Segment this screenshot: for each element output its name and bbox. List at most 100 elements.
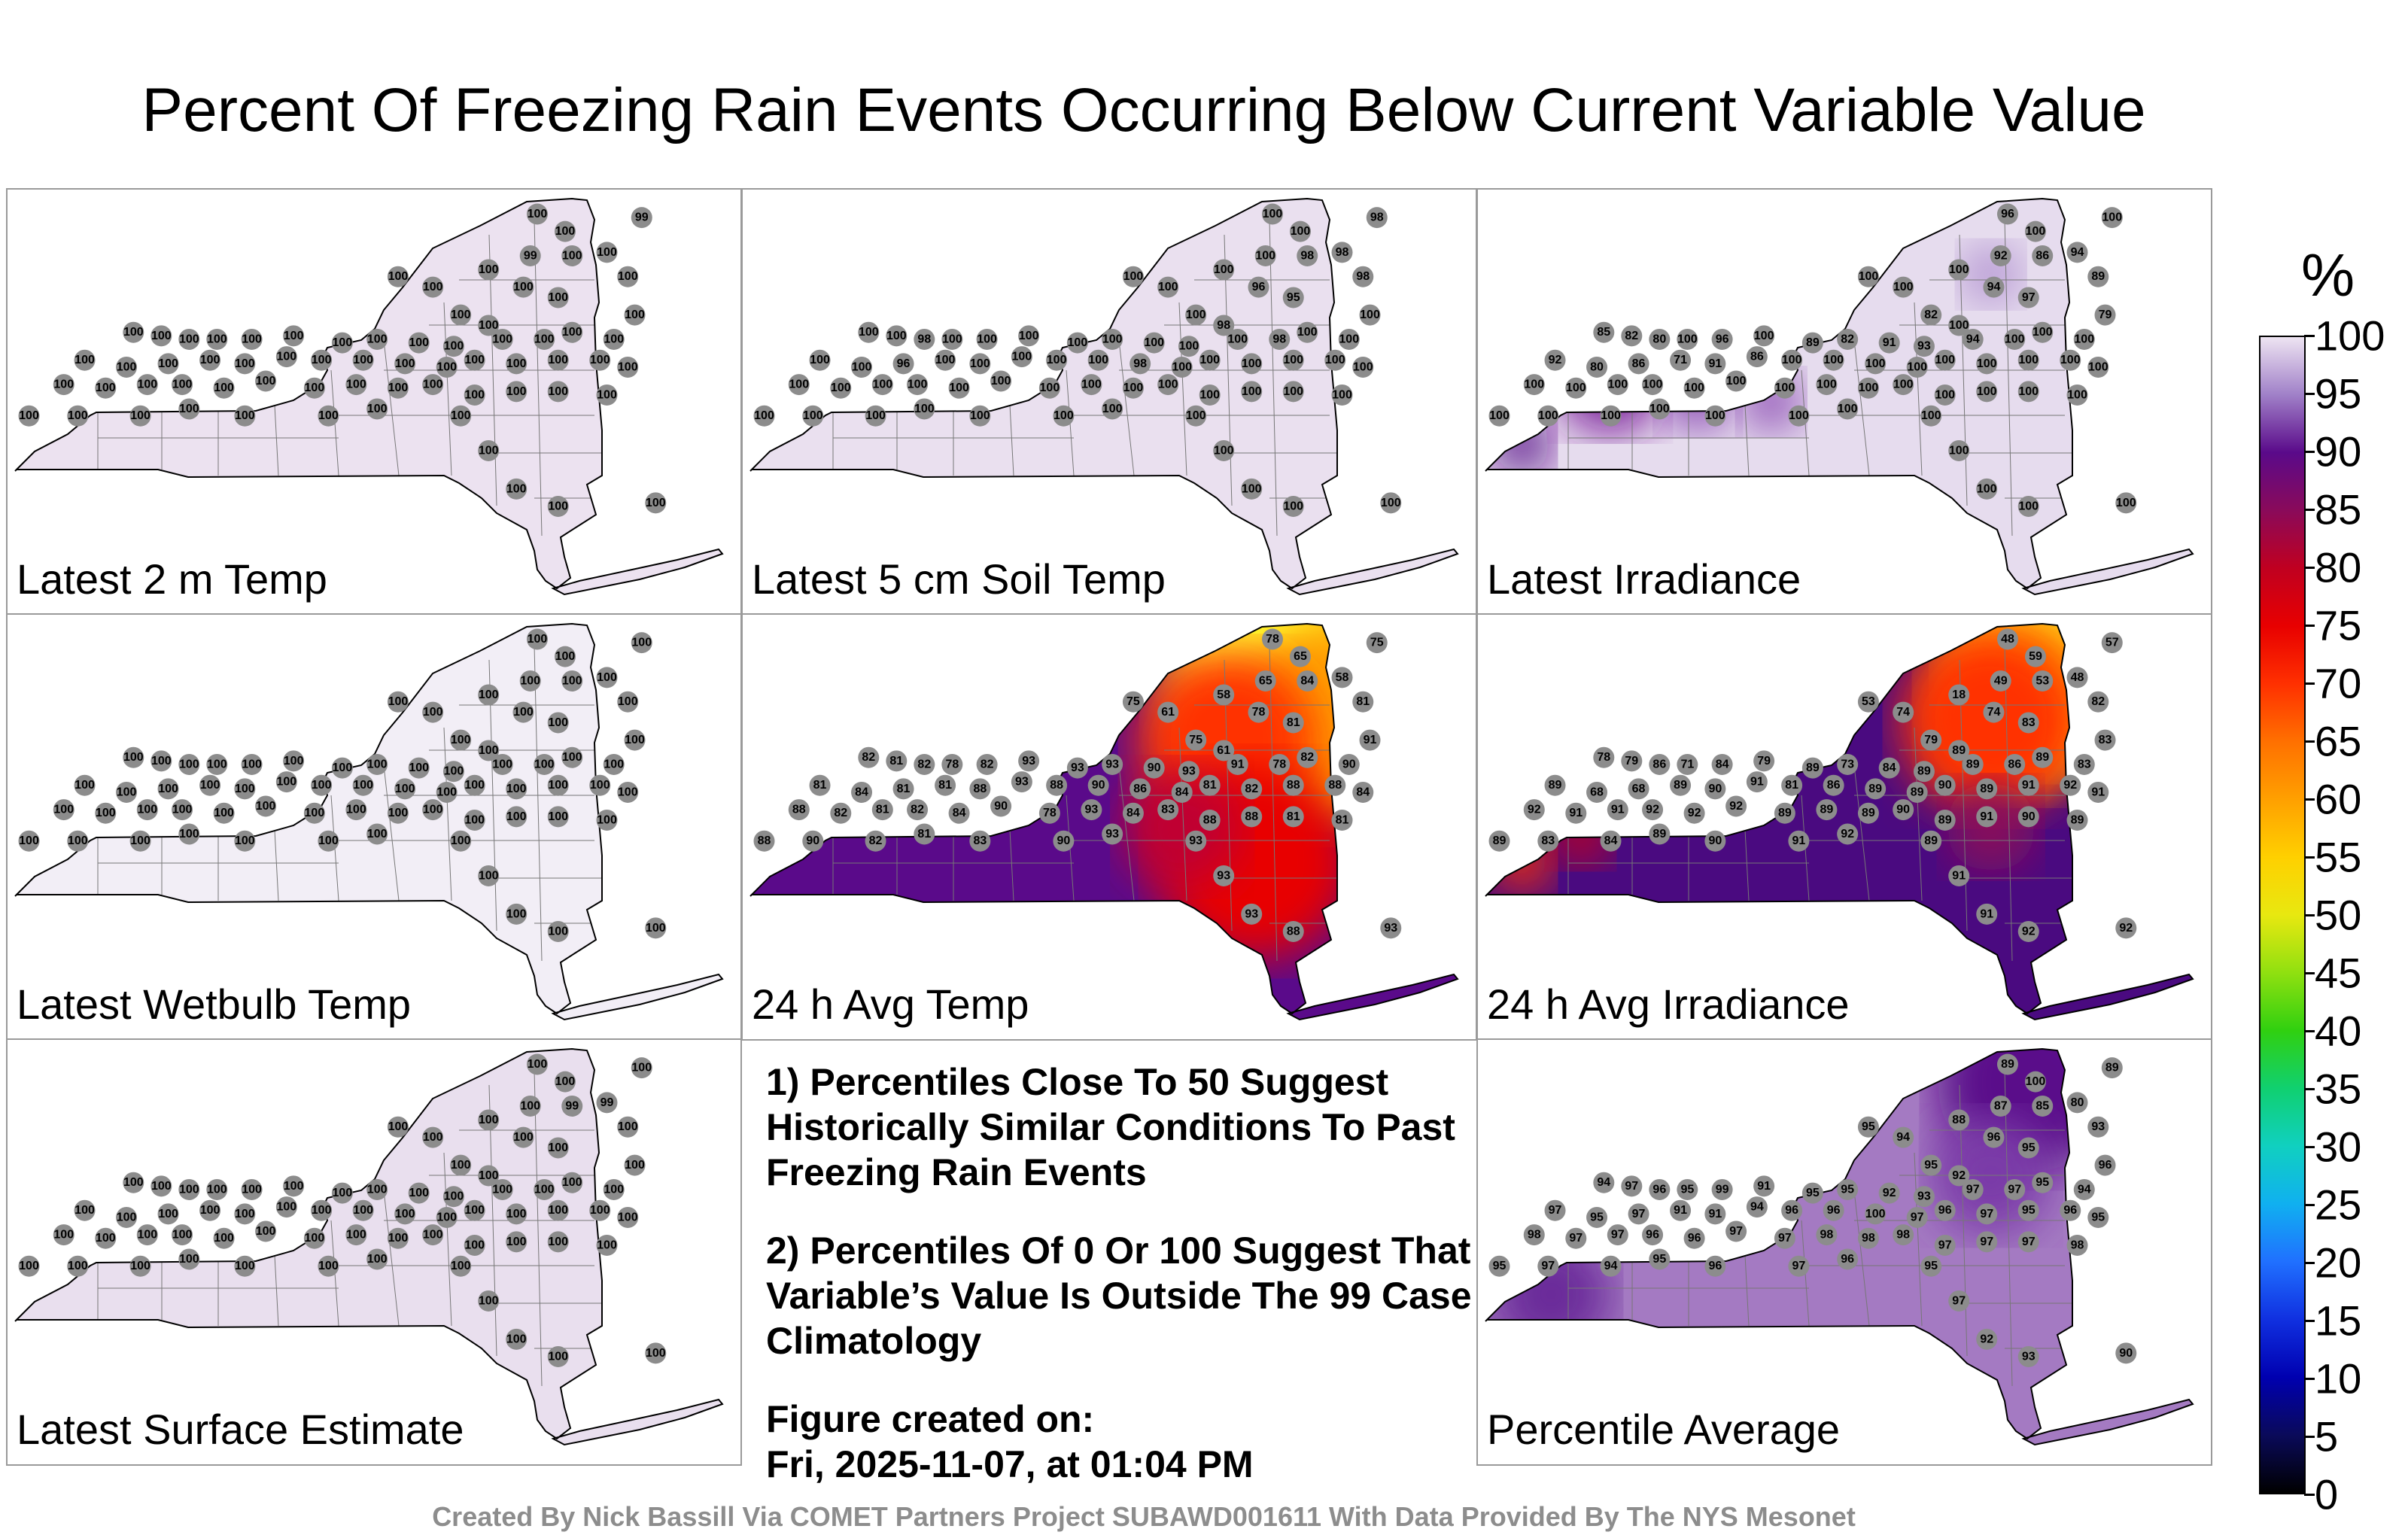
station-dot — [1976, 381, 1998, 403]
station-dot — [1837, 753, 1859, 775]
station-dot — [753, 830, 775, 852]
station-marker: 78 — [1261, 628, 1283, 650]
station-dot — [1607, 374, 1628, 396]
station-marker: 100 — [478, 684, 500, 706]
station-dot — [2087, 266, 2109, 287]
station-marker: 100 — [464, 809, 485, 831]
station-dot — [589, 774, 611, 796]
station-marker: 98 — [1816, 1224, 1838, 1246]
station-marker: 91 — [1753, 1175, 1775, 1197]
station-marker: 100 — [136, 799, 158, 821]
station-dot — [788, 799, 810, 821]
station-marker: 100 — [596, 384, 618, 406]
station-value: 93 — [2022, 1350, 2036, 1363]
station-marker: 100 — [387, 691, 409, 713]
station-value: 75 — [1189, 734, 1202, 746]
station-dot — [1906, 781, 1928, 803]
colorbar-tick-0: 0 — [2315, 1470, 2339, 1518]
station-marker: 99 — [1711, 1178, 1733, 1200]
station-value: 100 — [604, 333, 624, 345]
station-marker: 100 — [547, 774, 569, 796]
station-marker: 100 — [1087, 349, 1109, 371]
station-marker: 79 — [2094, 304, 2116, 326]
station-value: 100 — [200, 354, 220, 366]
station-marker: 81 — [886, 750, 908, 772]
station-marker: 100 — [1241, 381, 1263, 403]
station-dot — [1213, 684, 1235, 706]
station-dot — [1157, 701, 1179, 723]
station-marker: 81 — [1282, 712, 1304, 734]
station-value: 100 — [520, 1099, 540, 1112]
station-value: 100 — [1859, 381, 1879, 394]
station-dot — [969, 778, 991, 800]
station-marker: 99 — [631, 207, 652, 229]
station-marker: 100 — [387, 1116, 409, 1138]
station-marker: 100 — [136, 1224, 158, 1246]
station-marker: 100 — [1774, 377, 1795, 399]
station-marker: 100 — [283, 1175, 305, 1197]
station-value: 100 — [409, 1187, 429, 1199]
station-value: 93 — [1189, 834, 1202, 847]
station-dot — [95, 377, 117, 399]
station-value: 92 — [1528, 804, 1541, 816]
station-marker: 79 — [1753, 750, 1775, 772]
station-value: 100 — [1601, 409, 1621, 422]
station-value: 92 — [2119, 922, 2133, 935]
station-marker: 100 — [450, 405, 472, 427]
station-dot — [129, 1255, 151, 1277]
colorbar-tick-20: 20 — [2315, 1239, 2362, 1287]
station-dot — [1157, 799, 1179, 821]
station-value: 100 — [68, 1260, 88, 1272]
station-dot — [1282, 381, 1304, 403]
station-marker: 100 — [172, 799, 193, 821]
station-dot — [1241, 381, 1263, 403]
station-dot — [478, 740, 500, 761]
station-dot — [422, 374, 444, 396]
station-marker: 100 — [547, 1137, 569, 1159]
station-marker: 100 — [408, 332, 430, 354]
station-value: 100 — [520, 674, 540, 687]
station-value: 100 — [631, 637, 652, 649]
station-value: 89 — [1862, 807, 1875, 819]
station-marker: 100 — [519, 670, 541, 692]
station-value: 100 — [74, 354, 95, 366]
panel-irradiance: 96 100 100 92 86 94 100 89 100 100 94 97 82 100 85 82 80… — [1476, 188, 2212, 616]
station-dot — [1261, 203, 1283, 225]
station-marker: 96 — [1781, 1199, 1803, 1221]
station-marker: 93 — [2087, 1116, 2109, 1138]
station-marker: 98 — [1352, 266, 1374, 287]
station-value: 90 — [1092, 779, 1105, 792]
station-dot — [969, 353, 991, 375]
station-dot — [157, 353, 179, 375]
station-dot — [275, 1196, 297, 1218]
station-value: 90 — [1342, 758, 1356, 771]
station-dot — [1537, 830, 1559, 852]
station-marker: 89 — [1774, 802, 1795, 824]
station-marker: 88 — [1046, 774, 1068, 796]
station-value: 100 — [1186, 309, 1206, 321]
station-value: 78 — [1043, 807, 1057, 819]
station-dot — [464, 384, 485, 406]
station-value: 100 — [451, 734, 471, 746]
station-value: 100 — [158, 783, 178, 795]
station-dot — [547, 1137, 569, 1159]
station-dot — [645, 917, 667, 939]
station-marker: 92 — [1642, 799, 1664, 821]
station-dot — [234, 405, 256, 427]
station-marker: 95 — [2032, 1172, 2054, 1193]
station-value: 74 — [1896, 706, 1910, 719]
station-marker: 100 — [491, 1178, 513, 1200]
station-marker: 100 — [1683, 377, 1705, 399]
station-marker: 98 — [2066, 1234, 2088, 1256]
station-marker: 100 — [157, 778, 179, 800]
station-dot — [2066, 667, 2088, 688]
station-value: 100 — [646, 1347, 666, 1360]
station-dot — [1289, 220, 1311, 242]
station-dot — [491, 753, 513, 775]
station-dot — [941, 753, 963, 775]
station-marker: 100 — [617, 266, 639, 287]
station-value: 89 — [1549, 779, 1562, 792]
station-dot — [2017, 495, 2039, 517]
station-dot — [886, 325, 908, 347]
